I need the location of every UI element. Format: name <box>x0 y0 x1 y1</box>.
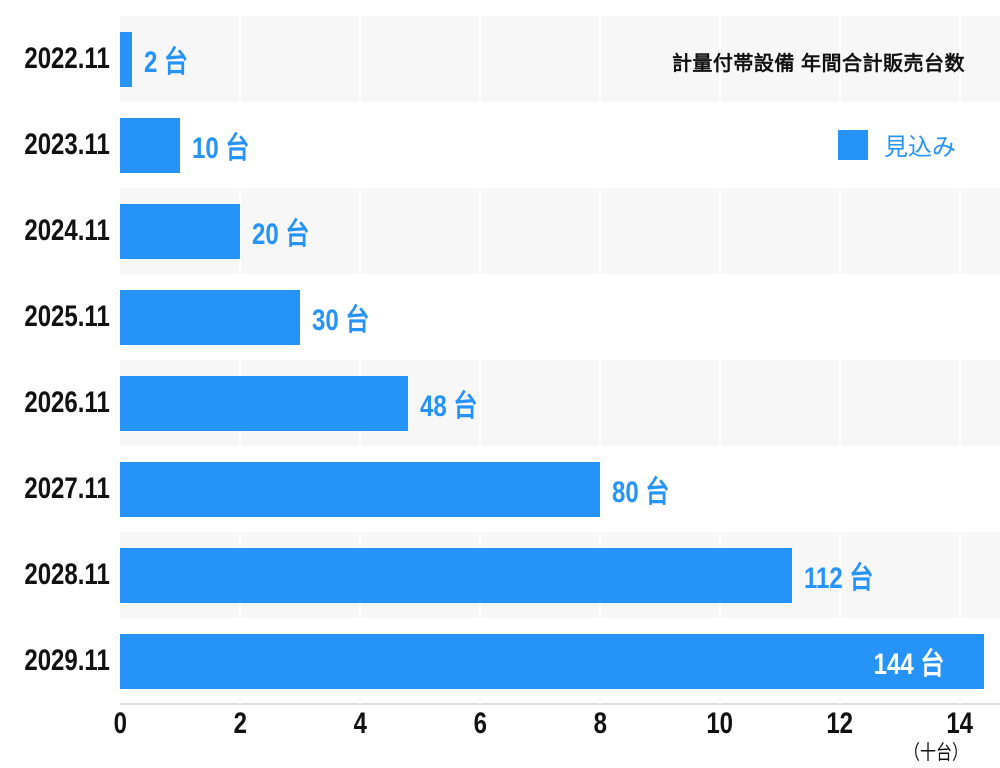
x-tick-label: 4 <box>353 707 367 740</box>
gridline <box>959 16 961 704</box>
category-label: 2025.11 <box>24 300 110 333</box>
x-axis-unit-label: （十台） <box>904 742 968 764</box>
value-label: 112 台 <box>804 562 874 595</box>
gridline <box>479 16 481 704</box>
gridlines <box>120 16 1000 704</box>
bar-row: 10 台 <box>120 102 1000 188</box>
bar <box>120 547 792 603</box>
bar <box>120 461 600 517</box>
category-label: 2028.11 <box>24 558 110 591</box>
bar <box>120 117 180 173</box>
value-label: 20 台 <box>252 218 310 251</box>
bar-row: 144 台 <box>120 618 1000 704</box>
value-label: 144 台 <box>873 648 944 681</box>
category-label: 2022.11 <box>24 42 110 75</box>
gridline <box>359 16 361 704</box>
category-label: 2026.11 <box>24 386 110 419</box>
gridline <box>599 16 601 704</box>
bar: 144 台 <box>120 633 984 689</box>
bar-row: 80 台 <box>120 446 1000 532</box>
bar <box>120 289 300 345</box>
x-axis-line <box>120 703 1000 705</box>
bar-row: 2 台 <box>120 16 1000 102</box>
row-stripe <box>120 16 1000 102</box>
x-tick-label: 14 <box>946 707 974 740</box>
x-tick-label: 10 <box>706 707 734 740</box>
bar-row: 20 台 <box>120 188 1000 274</box>
category-label: 2023.11 <box>24 128 110 161</box>
value-label: 30 台 <box>312 304 370 337</box>
x-tick-label: 6 <box>473 707 487 740</box>
x-tick-label: 0 <box>113 707 127 740</box>
bar-row: 48 台 <box>120 360 1000 446</box>
value-label: 80 台 <box>612 476 670 509</box>
x-tick-label: 8 <box>593 707 607 740</box>
category-label: 2027.11 <box>24 472 110 505</box>
value-label: 48 台 <box>420 390 478 423</box>
category-label: 2029.11 <box>24 644 110 677</box>
legend: 見込み <box>838 127 956 162</box>
bar-row: 30 台 <box>120 274 1000 360</box>
gridline <box>239 16 241 704</box>
gridline <box>839 16 841 704</box>
bar-row: 112 台 <box>120 532 1000 618</box>
value-label: 2 台 <box>144 46 189 79</box>
value-label: 10 台 <box>192 132 250 165</box>
legend-label: 見込み <box>884 134 956 161</box>
x-tick-label: 12 <box>826 707 854 740</box>
bar <box>120 31 132 87</box>
chart-title: 計量付帯設備 年間合計販売台数 <box>671 53 965 75</box>
legend-swatch-icon <box>838 129 868 160</box>
bar <box>120 375 408 431</box>
gridline <box>719 16 721 704</box>
category-label: 2024.11 <box>24 214 110 247</box>
x-tick-label: 2 <box>233 707 247 740</box>
row-stripe <box>120 188 1000 274</box>
bar <box>120 203 240 259</box>
